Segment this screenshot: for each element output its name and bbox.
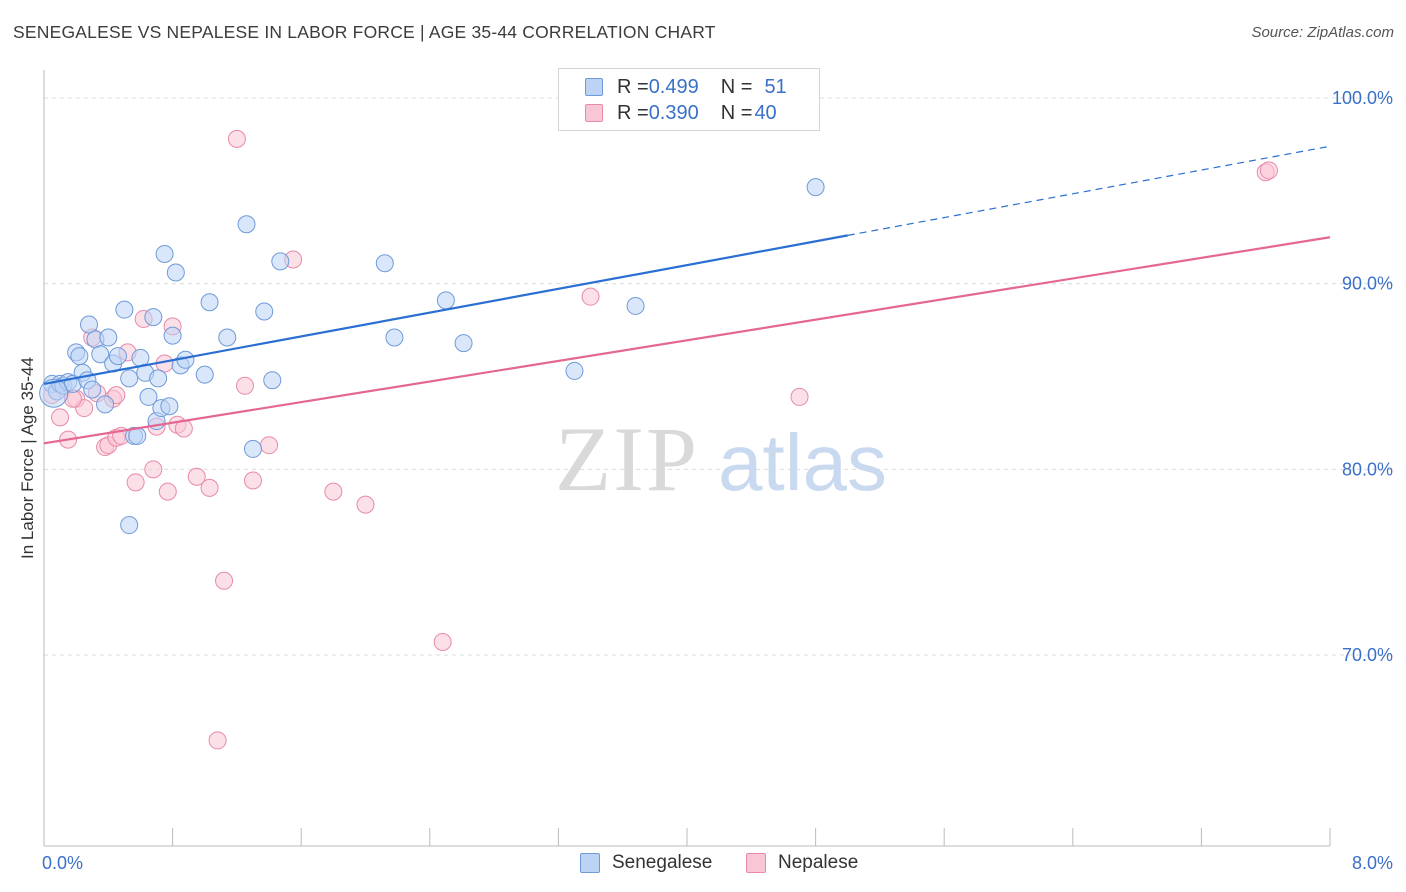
stats-row-senegalese: R = 0.499 N = 51 [559, 74, 787, 100]
senegalese-points [39, 178, 825, 535]
data-point [235, 376, 254, 395]
data-point [260, 436, 279, 455]
data-point [243, 471, 262, 490]
data-point [160, 397, 179, 416]
watermark-atlas: atlas [718, 418, 887, 507]
data-point [581, 287, 600, 306]
data-point [163, 326, 182, 345]
r-label: R = [617, 75, 649, 98]
data-point [195, 365, 214, 384]
data-point [99, 328, 118, 347]
trend-line-nepalese [43, 236, 1331, 445]
data-point [187, 467, 206, 486]
data-point [149, 369, 168, 388]
data-point [200, 478, 219, 497]
data-point [436, 291, 455, 310]
stats-row-nepalese: R = 0.390 N = 40 [559, 100, 777, 126]
data-point [1259, 161, 1278, 180]
r-value: 0.390 [648, 101, 699, 124]
data-point [454, 334, 473, 353]
x-tick-label: 8.0% [1352, 853, 1393, 873]
data-point [565, 361, 584, 380]
data-point [120, 516, 139, 535]
y-tick-label: 80.0% [1342, 459, 1393, 479]
data-point [208, 731, 227, 750]
data-point [158, 482, 177, 501]
data-point [324, 482, 343, 501]
data-point [126, 473, 145, 492]
y-tick-label: 70.0% [1342, 645, 1393, 665]
data-point [626, 296, 645, 315]
data-point [218, 328, 237, 347]
data-point [83, 380, 102, 399]
data-point [139, 387, 158, 406]
y-tick-label: 100.0% [1332, 88, 1393, 108]
n-label: N = [720, 101, 753, 124]
data-point [375, 254, 394, 273]
r-value: 0.499 [648, 75, 699, 98]
data-point [243, 439, 262, 458]
n-value: 40 [754, 101, 777, 124]
trend-lines [43, 145, 1331, 445]
y-axis-label: In Labor Force | Age 35-44 [18, 357, 37, 559]
data-point [166, 263, 185, 282]
data-point [263, 371, 282, 390]
nepalese-swatch [746, 853, 766, 873]
watermark-zip: ZIP [555, 408, 699, 510]
r-label: R = [617, 101, 649, 124]
legend-label-nepalese: Nepalese [778, 852, 859, 873]
stats-legend: R = 0.499 N = 51 R = 0.390 N = 40 [558, 68, 820, 131]
n-label: N = [720, 75, 753, 98]
axes [43, 70, 1331, 847]
data-point [227, 129, 246, 148]
data-point [255, 302, 274, 321]
trend-line-senegalese-extension [847, 145, 1331, 236]
data-point [91, 345, 110, 364]
data-point [385, 328, 404, 347]
data-point [237, 215, 256, 234]
nepalese-points [43, 129, 1278, 750]
n-value: 51 [764, 75, 787, 98]
data-point [80, 315, 99, 334]
legend-label-senegalese: Senegalese [612, 852, 713, 873]
data-point [51, 408, 70, 427]
x-tick-labels: 0.0% 8.0% [42, 853, 1393, 873]
y-tick-label: 90.0% [1342, 274, 1393, 294]
y-tick-labels: 100.0% 90.0% 80.0% 70.0% [1332, 88, 1393, 665]
series-legend: Senegalese Nepalese [0, 852, 1406, 878]
data-point [70, 347, 89, 366]
data-point [155, 244, 174, 263]
x-tick-label: 0.0% [42, 853, 83, 873]
data-point [144, 460, 163, 479]
data-point-cluster [39, 378, 69, 408]
data-point [806, 178, 825, 197]
data-point [120, 369, 139, 388]
data-point [144, 308, 163, 327]
legend-item-senegalese[interactable]: Senegalese [580, 852, 712, 874]
trend-line-senegalese [43, 234, 848, 386]
watermark: ZIP atlas [555, 408, 887, 510]
senegalese-swatch [585, 78, 603, 96]
data-point [200, 293, 219, 312]
legend-item-nepalese[interactable]: Nepalese [746, 852, 858, 874]
data-point [215, 571, 234, 590]
gridlines [44, 97, 1392, 656]
senegalese-swatch [580, 853, 600, 873]
data-point [108, 347, 127, 366]
data-point [790, 387, 809, 406]
data-point [115, 300, 134, 319]
nepalese-swatch [585, 104, 603, 122]
data-point [433, 633, 452, 652]
chart-title: SENEGALESE VS NEPALESE IN LABOR FORCE | … [13, 22, 716, 42]
data-point [271, 252, 290, 271]
source-label: Source: ZipAtlas.com [1251, 24, 1394, 41]
data-point [356, 495, 375, 514]
data-point [96, 395, 115, 414]
